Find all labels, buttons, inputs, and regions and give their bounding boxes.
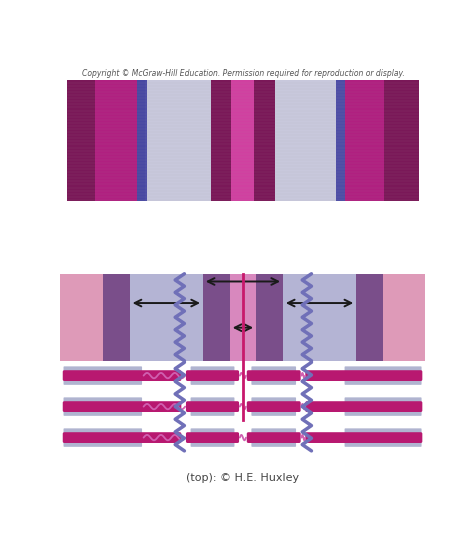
- Bar: [356, 274, 383, 361]
- FancyBboxPatch shape: [305, 432, 422, 443]
- FancyBboxPatch shape: [64, 410, 142, 416]
- Bar: [231, 80, 255, 200]
- Text: (top): © H.E. Huxley: (top): © H.E. Huxley: [186, 473, 300, 483]
- Bar: [103, 274, 130, 361]
- FancyBboxPatch shape: [191, 379, 235, 385]
- Bar: [346, 80, 384, 200]
- FancyBboxPatch shape: [305, 370, 422, 381]
- Text: Copyright © McGraw-Hill Education. Permission required for reproduction or displ: Copyright © McGraw-Hill Education. Permi…: [82, 69, 404, 78]
- Bar: [180, 80, 210, 200]
- FancyBboxPatch shape: [63, 432, 182, 443]
- FancyBboxPatch shape: [251, 428, 296, 434]
- Bar: [66, 80, 95, 200]
- FancyBboxPatch shape: [64, 397, 142, 404]
- FancyBboxPatch shape: [345, 441, 421, 447]
- Bar: [256, 274, 283, 361]
- Bar: [130, 274, 203, 361]
- Bar: [283, 274, 356, 361]
- Bar: [210, 80, 231, 200]
- Bar: [137, 80, 145, 200]
- FancyBboxPatch shape: [247, 370, 301, 381]
- FancyBboxPatch shape: [251, 410, 296, 416]
- Bar: [230, 274, 256, 361]
- FancyBboxPatch shape: [345, 397, 421, 404]
- Bar: [336, 80, 346, 200]
- FancyBboxPatch shape: [345, 366, 421, 373]
- FancyBboxPatch shape: [64, 379, 142, 385]
- FancyBboxPatch shape: [251, 379, 296, 385]
- Bar: [61, 274, 425, 361]
- Bar: [95, 80, 137, 200]
- FancyBboxPatch shape: [191, 410, 235, 416]
- FancyBboxPatch shape: [345, 379, 421, 385]
- FancyBboxPatch shape: [191, 366, 235, 373]
- FancyBboxPatch shape: [345, 428, 421, 434]
- FancyBboxPatch shape: [191, 441, 235, 447]
- FancyBboxPatch shape: [247, 401, 301, 412]
- FancyBboxPatch shape: [305, 401, 422, 412]
- FancyBboxPatch shape: [247, 432, 301, 443]
- FancyBboxPatch shape: [186, 401, 239, 412]
- FancyBboxPatch shape: [251, 366, 296, 373]
- Bar: [275, 80, 309, 200]
- Bar: [309, 80, 339, 200]
- FancyBboxPatch shape: [186, 370, 239, 381]
- FancyBboxPatch shape: [64, 441, 142, 447]
- FancyBboxPatch shape: [345, 410, 421, 416]
- Bar: [146, 80, 180, 200]
- FancyBboxPatch shape: [191, 428, 235, 434]
- Bar: [255, 80, 275, 200]
- Bar: [61, 362, 425, 451]
- FancyBboxPatch shape: [64, 366, 142, 373]
- FancyBboxPatch shape: [186, 432, 239, 443]
- FancyBboxPatch shape: [63, 401, 182, 412]
- Bar: [203, 274, 230, 361]
- FancyBboxPatch shape: [251, 397, 296, 404]
- Bar: [383, 274, 425, 361]
- Bar: [384, 80, 419, 200]
- FancyBboxPatch shape: [251, 441, 296, 447]
- Bar: [61, 274, 103, 361]
- FancyBboxPatch shape: [64, 428, 142, 434]
- Bar: [137, 80, 146, 200]
- FancyBboxPatch shape: [63, 370, 182, 381]
- FancyBboxPatch shape: [191, 397, 235, 404]
- Bar: [66, 80, 419, 200]
